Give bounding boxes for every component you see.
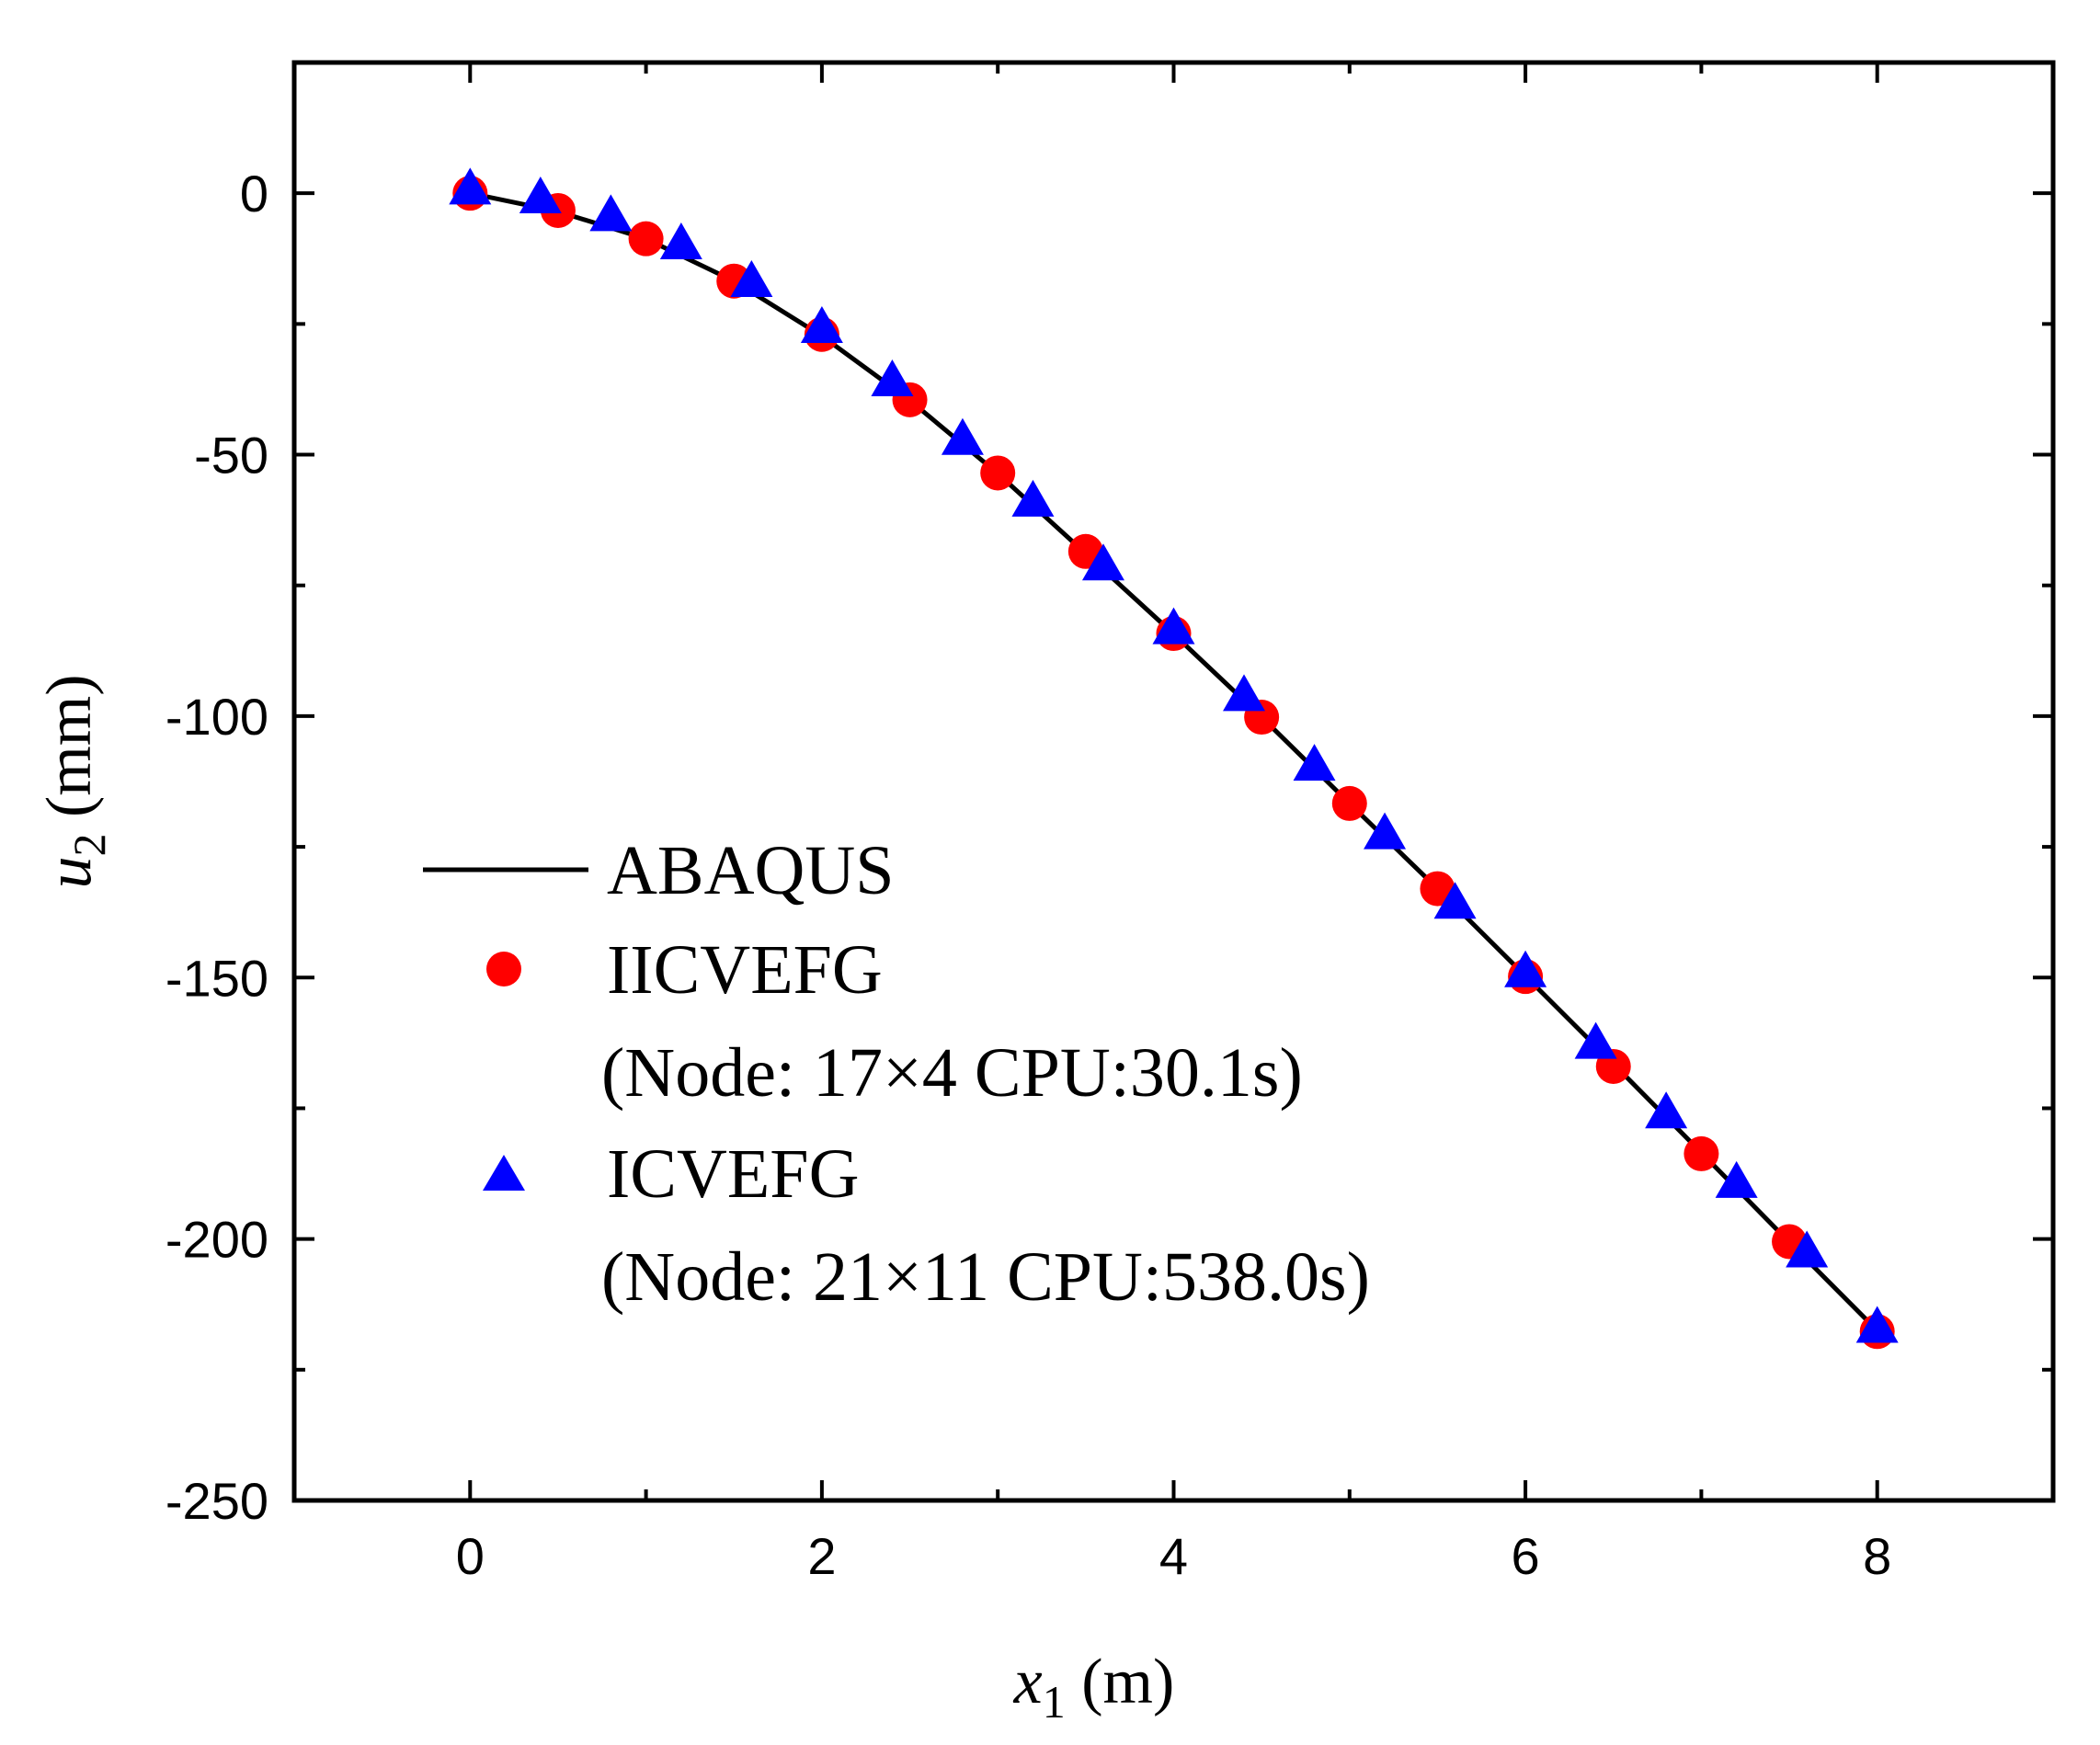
data-point-icvefg bbox=[941, 417, 984, 455]
y-axis-var: u bbox=[34, 857, 105, 889]
data-point-icvefg bbox=[1574, 1021, 1617, 1059]
y-tick-label: -150 bbox=[165, 949, 268, 1007]
x-tick-labels: 0 2 4 6 8 bbox=[456, 1527, 1892, 1585]
data-point-icvefg bbox=[1433, 882, 1477, 919]
x-tick-label: 4 bbox=[1159, 1527, 1188, 1585]
data-point-icvefg bbox=[1504, 950, 1547, 987]
data-point-icvefg bbox=[1081, 543, 1124, 581]
y-tick-label: -200 bbox=[165, 1211, 268, 1269]
data-point-iicvefg bbox=[980, 455, 1016, 491]
x-tick-label: 8 bbox=[1863, 1527, 1891, 1585]
legend-label-iicvefg: IICVEFG bbox=[607, 931, 883, 1009]
x-tick-label: 2 bbox=[807, 1527, 836, 1585]
y-tick-label: -250 bbox=[165, 1472, 268, 1530]
legend-note-iicvefg: (Node: 17×4 CPU:30.1s) bbox=[601, 1034, 1303, 1112]
data-point-icvefg bbox=[589, 194, 633, 232]
x-axis-unit: (m) bbox=[1066, 1647, 1175, 1717]
data-point-icvefg bbox=[519, 177, 562, 214]
series-layer bbox=[449, 167, 1899, 1350]
axis-ticks bbox=[292, 61, 2055, 1502]
legend-marker-iicvefg bbox=[486, 952, 521, 987]
x-axis-sub: 1 bbox=[1043, 1676, 1066, 1728]
y-tick-labels: 0 -50 -100 -150 -200 -250 bbox=[165, 165, 268, 1530]
y-tick-label: 0 bbox=[240, 165, 268, 222]
legend-label-abaqus: ABAQUS bbox=[607, 832, 895, 909]
data-point-icvefg bbox=[1645, 1091, 1688, 1129]
legend-marker-icvefg bbox=[483, 1155, 525, 1191]
y-tick-label: -50 bbox=[194, 427, 268, 485]
legend: ABAQUS IICVEFG (Node: 17×4 CPU:30.1s) IC… bbox=[423, 832, 1370, 1316]
legend-label-icvefg: ICVEFG bbox=[607, 1135, 859, 1213]
data-point-icvefg bbox=[1364, 812, 1407, 850]
legend-note-icvefg: (Node: 21×11 CPU:538.0s) bbox=[601, 1238, 1370, 1316]
data-point-icvefg bbox=[800, 306, 843, 344]
data-point-icvefg bbox=[449, 167, 492, 205]
data-point-icvefg bbox=[1293, 744, 1336, 781]
data-point-icvefg bbox=[1011, 479, 1055, 517]
y-axis-title: u2 (mm) bbox=[34, 674, 115, 888]
data-point-iicvefg bbox=[628, 221, 664, 257]
y-tick-label: -100 bbox=[165, 688, 268, 746]
x-tick-label: 0 bbox=[456, 1527, 485, 1585]
data-point-iicvefg bbox=[1683, 1135, 1719, 1171]
data-point-icvefg bbox=[659, 222, 702, 260]
y-axis-unit: (mm) bbox=[34, 674, 105, 833]
data-point-icvefg bbox=[1715, 1160, 1758, 1198]
y-axis-sub: 2 bbox=[63, 834, 115, 857]
data-point-icvefg bbox=[1855, 1306, 1899, 1343]
x-tick-label: 6 bbox=[1512, 1527, 1540, 1585]
data-point-icvefg bbox=[1152, 607, 1195, 644]
data-point-icvefg bbox=[730, 260, 773, 298]
data-point-iicvefg bbox=[1331, 785, 1367, 821]
data-point-icvefg bbox=[871, 359, 914, 397]
data-point-icvefg bbox=[1786, 1230, 1829, 1268]
data-point-icvefg bbox=[1223, 674, 1266, 712]
x-axis-var: x bbox=[1013, 1647, 1043, 1717]
x-axis-title: x1 (m) bbox=[1013, 1647, 1175, 1728]
